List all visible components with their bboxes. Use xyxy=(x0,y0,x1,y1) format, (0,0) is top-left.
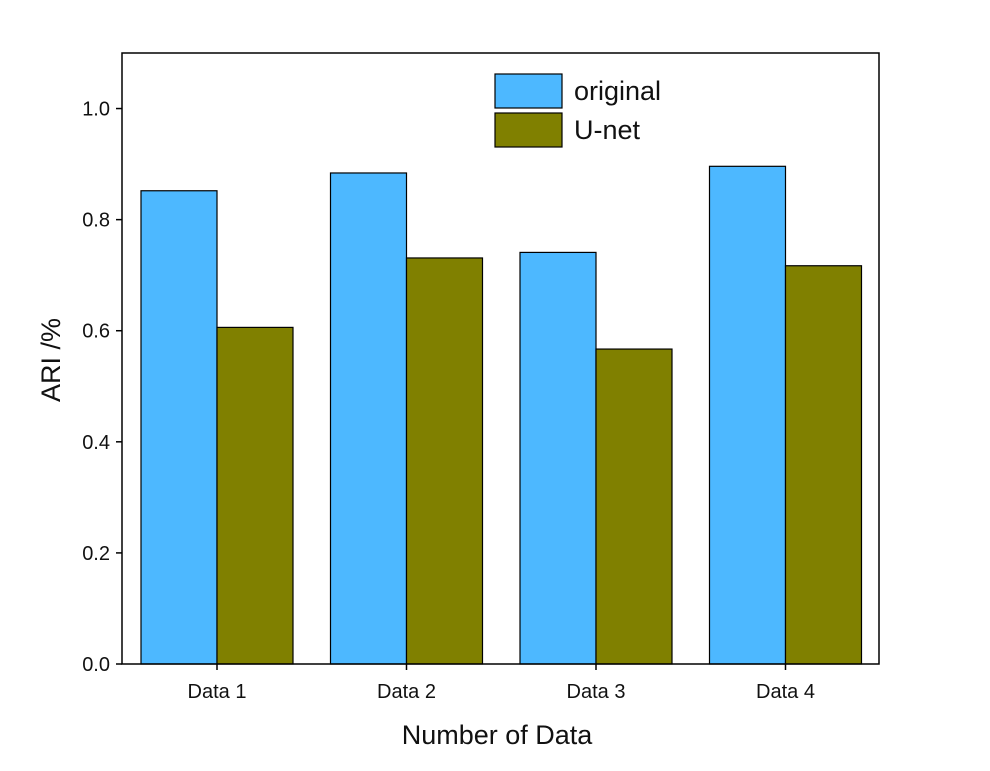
plot-frame xyxy=(121,52,880,665)
bar-original-1 xyxy=(140,190,218,665)
y-axis-title: ARI /% xyxy=(36,318,66,402)
x-tick-label: Data 2 xyxy=(377,681,436,703)
y-tick-label: 0.2 xyxy=(82,543,110,565)
legend: original U-net xyxy=(494,73,661,148)
x-tick-label: Data 4 xyxy=(756,681,815,703)
legend-label: U-net xyxy=(574,115,641,145)
x-axis-title: Number of Data xyxy=(402,720,594,750)
bar-u-net-4 xyxy=(784,265,863,665)
x-axis: Data 1 Data 2 Data 3 Data 4 xyxy=(188,664,815,703)
y-tick-label: 1.0 xyxy=(82,99,110,121)
bar-original-4 xyxy=(708,165,787,665)
bar-u-net-2 xyxy=(405,257,484,665)
y-tick-label: 0.6 xyxy=(82,321,110,343)
bars-layer xyxy=(140,165,863,665)
y-axis: 0.0 0.2 0.4 0.6 0.8 1.0 xyxy=(82,99,122,676)
x-tick-label: Data 3 xyxy=(567,681,626,703)
y-tick-label: 0.4 xyxy=(82,432,110,454)
y-tick-label: 0.0 xyxy=(82,654,110,676)
bar-original-2 xyxy=(329,172,408,665)
x-tick-label: Data 1 xyxy=(188,681,247,703)
legend-swatch xyxy=(494,73,563,109)
bar-u-net-3 xyxy=(595,348,673,665)
bar-original-3 xyxy=(519,251,597,665)
legend-label: original xyxy=(574,76,661,106)
y-tick-label: 0.8 xyxy=(82,210,110,232)
bar-u-net-1 xyxy=(216,326,294,665)
legend-swatch xyxy=(494,112,563,148)
